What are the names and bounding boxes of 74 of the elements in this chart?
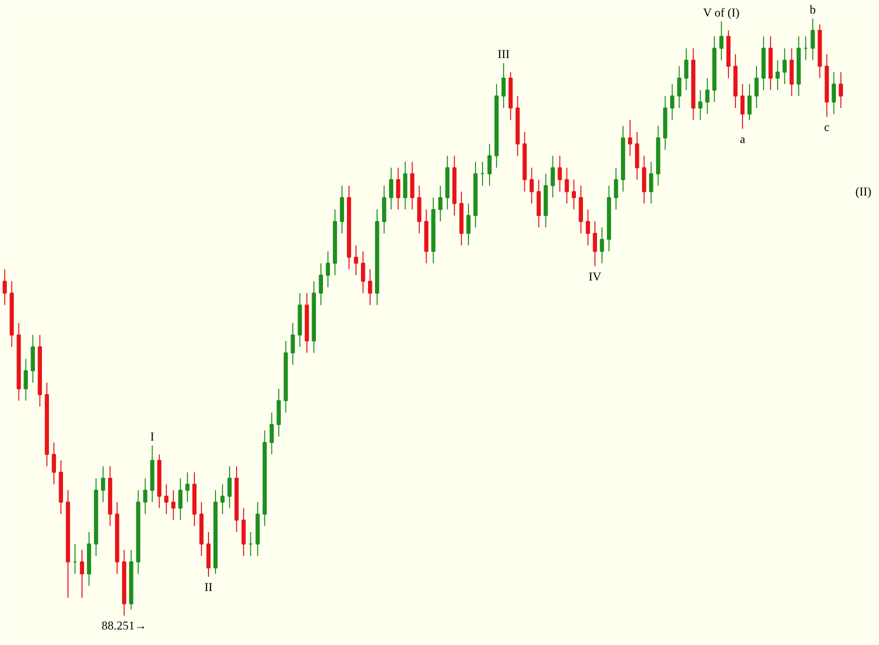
candlestick: [30, 334, 35, 384]
candlestick: [530, 167, 534, 204]
candlestick: [628, 119, 632, 156]
candlestick: [24, 358, 28, 402]
candlestick: [635, 131, 640, 180]
candlestick: [466, 203, 471, 246]
candlestick: [586, 209, 590, 246]
candlestick: [558, 155, 562, 192]
candlestick: [2, 268, 7, 306]
candlestick: [368, 268, 372, 306]
candlestick: [80, 549, 84, 598]
candlestick: [747, 84, 752, 120]
candlestick: [564, 167, 569, 204]
candlestick: [382, 185, 386, 234]
candlestick: [227, 466, 232, 509]
candlestick: [649, 161, 654, 204]
candlestick: [670, 84, 674, 120]
candlestick: [290, 322, 295, 366]
annotation: I: [150, 429, 154, 444]
candlestick: [776, 60, 780, 91]
candlestick: [684, 48, 688, 91]
candlestick: [178, 478, 182, 521]
candlestick: [502, 62, 506, 108]
annotation: II: [204, 580, 212, 594]
candlestick: [143, 478, 148, 515]
candlestick: [705, 78, 710, 114]
candlestick: [396, 167, 400, 210]
candlestick: [740, 84, 745, 130]
candlestick: [592, 220, 598, 267]
candlestick: [403, 161, 408, 210]
candlestick: [417, 185, 422, 234]
candlestick: [487, 143, 492, 186]
annotation: III: [498, 47, 510, 62]
annotation: V of (I): [703, 5, 740, 20]
candlestick: [838, 72, 843, 108]
candlestick: [677, 66, 682, 108]
candlestick: [832, 72, 836, 114]
candlestick: [340, 185, 344, 234]
candlestick: [600, 226, 604, 264]
candlestick: [578, 185, 583, 234]
candlestick: [220, 484, 225, 515]
candlestick: [206, 532, 211, 578]
candlestick: [171, 490, 176, 521]
candlestick: [614, 167, 618, 210]
candlestick: [185, 472, 190, 503]
candlestick: [242, 508, 246, 556]
text: (II): [855, 184, 872, 199]
candlestick: [276, 388, 281, 437]
candlestick: [790, 48, 794, 97]
candlestick: [698, 90, 702, 120]
candlestick: [810, 18, 815, 61]
annotation: a: [740, 132, 746, 146]
candlestick: [354, 244, 358, 276]
candlestick: [389, 167, 394, 210]
candlestick: [360, 250, 366, 294]
candlestick: [572, 179, 576, 210]
candlestick: [318, 262, 323, 306]
candlestick: [536, 179, 541, 228]
annotation: b: [810, 2, 816, 16]
annotation: c: [824, 120, 830, 134]
candlestick: [101, 466, 106, 503]
candlestick: [326, 250, 330, 288]
candlestick: [754, 66, 759, 108]
annotation: IV: [588, 269, 602, 284]
candlestick: [642, 155, 646, 204]
candlestick: [550, 155, 555, 198]
candlestick: [164, 484, 168, 515]
candlestick: [270, 412, 274, 455]
candlestick: [438, 185, 442, 222]
candlestick: [782, 48, 787, 85]
annotation: 88.251→: [102, 618, 147, 633]
candlestick: [410, 161, 414, 210]
candlestick: [52, 442, 56, 485]
candlestick: [719, 20, 724, 61]
